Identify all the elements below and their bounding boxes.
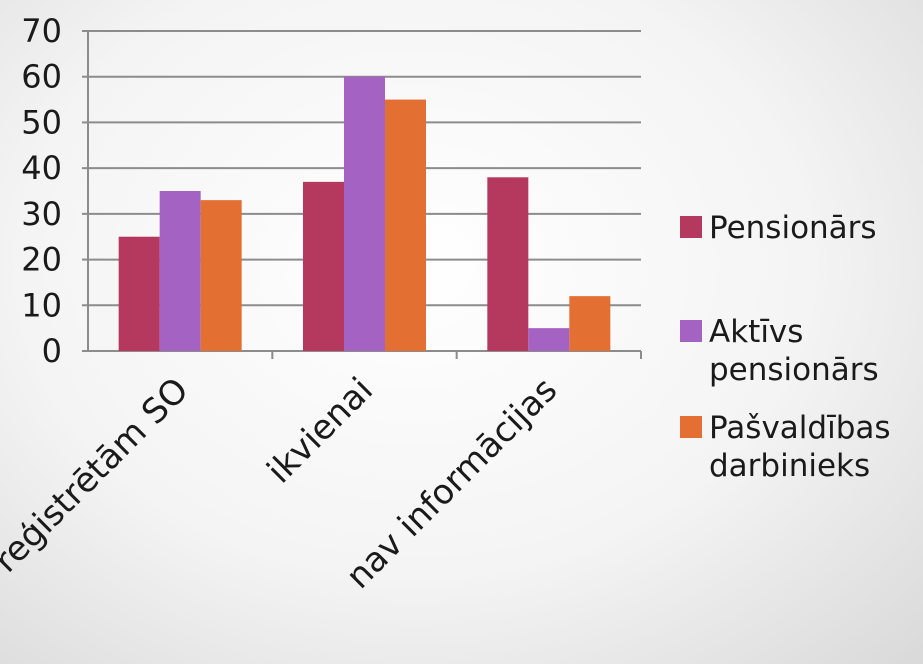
x-category-label: reģistrētām SO xyxy=(0,370,197,580)
y-tick-label: 50 xyxy=(21,103,62,141)
y-tick-label: 30 xyxy=(21,195,62,233)
bar xyxy=(159,191,201,351)
legend-swatch xyxy=(680,416,702,438)
bar xyxy=(200,200,242,351)
bars xyxy=(118,76,611,351)
bar xyxy=(385,99,426,351)
legend-swatch xyxy=(680,216,702,238)
y-tick-label: 10 xyxy=(21,286,62,324)
y-tick-label: 40 xyxy=(21,149,62,187)
y-tick-label: 20 xyxy=(21,241,62,279)
y-tick-label: 70 xyxy=(21,12,62,50)
x-category-label: ikvienai xyxy=(260,370,381,491)
bar xyxy=(303,181,344,351)
legend: Pensionārs Aktīvs pensionārs Pašvaldības dar… xyxy=(680,210,891,484)
legend-label: Aktīvs pensionārs xyxy=(709,314,879,388)
legend-swatch xyxy=(680,320,702,342)
bar xyxy=(118,236,160,351)
bar xyxy=(487,177,529,351)
y-tick-label: 0 xyxy=(42,332,62,370)
y-tick-label: 60 xyxy=(21,58,62,96)
bar xyxy=(528,328,570,351)
legend-label: Pašvaldības darbinieks xyxy=(709,410,891,484)
bar xyxy=(569,296,611,351)
legend-label: Pensionārs xyxy=(709,210,877,246)
y-tick-labels: 0 10 20 30 40 50 60 70 xyxy=(21,12,62,370)
bar xyxy=(344,76,385,351)
